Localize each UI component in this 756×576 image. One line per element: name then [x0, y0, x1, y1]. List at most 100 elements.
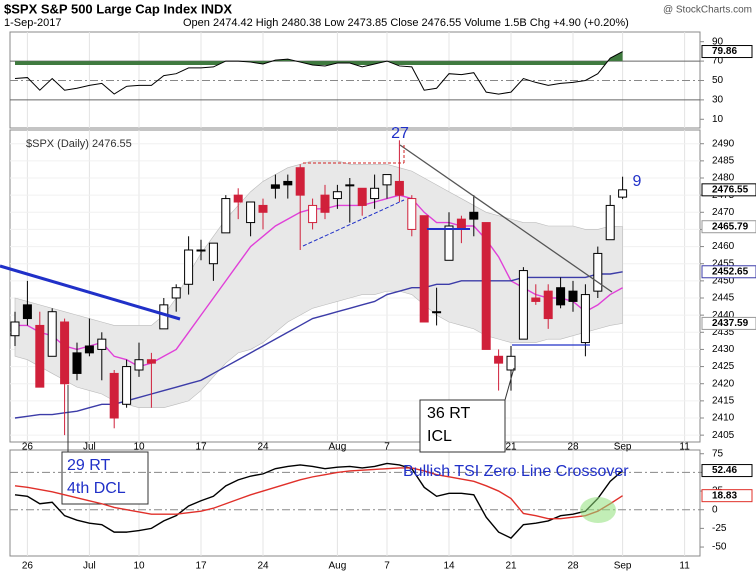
candle-body — [97, 338, 107, 350]
value-box — [701, 265, 756, 279]
candle-body — [605, 204, 615, 241]
annotation-box — [419, 399, 506, 453]
x-tick-label: 17 — [195, 442, 207, 453]
candle-body — [295, 167, 305, 196]
x-tick-label: 14 — [443, 561, 455, 572]
candle-body — [394, 180, 404, 196]
candle-body — [494, 355, 504, 364]
candle-body — [60, 321, 70, 385]
x-tick-label: Sep — [614, 561, 632, 572]
candle-body — [618, 189, 628, 198]
y-tick-label: -50 — [712, 542, 727, 553]
y-tick-label: 2415 — [712, 395, 735, 406]
candle-body — [432, 311, 442, 314]
candle-body — [184, 249, 194, 285]
candle-body — [506, 355, 516, 371]
oversold-area — [15, 52, 623, 100]
candle-body — [407, 198, 417, 230]
candle-body — [196, 249, 206, 252]
value-box — [701, 45, 753, 59]
x-tick-label: Aug — [329, 561, 347, 572]
candle-body — [22, 304, 32, 320]
value-label: 2476.55 — [712, 184, 749, 195]
x-tick-label: 11 — [679, 561, 690, 572]
line — [14, 51, 623, 95]
y-tick-label: 50 — [712, 75, 724, 86]
candle-body — [556, 287, 566, 306]
candle-body — [72, 352, 82, 374]
y-tick-label: 2410 — [712, 413, 735, 424]
y-tick-label: 2445 — [712, 293, 735, 304]
value-box — [701, 316, 756, 330]
y-tick-label: 2490 — [712, 138, 735, 149]
candle-body — [47, 311, 57, 357]
x-tick-label: 21 — [505, 442, 517, 453]
x-tick-label: 24 — [257, 442, 269, 453]
candle-body — [122, 366, 132, 405]
y-tick-label: 2405 — [712, 430, 735, 441]
source: @ StockCharts.com — [663, 5, 752, 16]
x-tick-label: 11 — [679, 442, 690, 453]
candle-body — [345, 184, 355, 187]
y-tick-label: 2470 — [712, 207, 735, 218]
x-tick-label: 24 — [257, 561, 269, 572]
band — [14, 160, 623, 409]
x-tick-label: 7 — [384, 442, 390, 453]
date: 1-Sep-2017 — [4, 17, 62, 29]
line — [14, 467, 623, 520]
x-tick-label: 7 — [384, 561, 390, 572]
y-tick-label: 30 — [712, 95, 724, 106]
y-tick-label: 10 — [712, 114, 724, 125]
y-tick-label: 2455 — [712, 258, 735, 269]
candle-body — [283, 180, 293, 186]
highlight — [580, 497, 616, 523]
y-tick-label: 2450 — [712, 275, 735, 286]
drawings — [0, 144, 616, 523]
y-tick-label: 0 — [712, 504, 718, 515]
candle-body — [134, 359, 144, 371]
candle-body — [35, 324, 45, 388]
x-tick-label: Aug — [329, 442, 347, 453]
annotation: 29 RT — [67, 457, 111, 474]
candle-body — [270, 184, 280, 189]
candle-body — [543, 290, 553, 320]
candle-body — [481, 222, 491, 350]
candle-body — [159, 304, 169, 330]
x-tick-label: Sep — [614, 442, 632, 453]
candle-body — [84, 345, 94, 354]
value-label: 2437.59 — [712, 318, 749, 329]
candle-body — [357, 187, 367, 206]
annotation: Bullish TSI Zero Line Crossover — [403, 463, 629, 480]
candle-body — [246, 201, 256, 224]
line — [14, 462, 624, 539]
trend-line — [302, 199, 405, 247]
x-tick-label: 28 — [567, 561, 579, 572]
y-tick-label: 2425 — [712, 361, 735, 372]
candle-body — [580, 294, 590, 344]
candle-body — [208, 242, 218, 265]
value-box — [701, 489, 753, 503]
candle-body — [593, 252, 603, 292]
overbought-area — [15, 51, 623, 65]
candle-body — [531, 297, 541, 302]
x-tick-label: 10 — [133, 561, 145, 572]
candle-body — [568, 290, 578, 302]
annotation: 36 RT — [427, 405, 471, 422]
candle-body — [370, 187, 380, 200]
candle-body — [320, 194, 330, 213]
y-tick-label: 90 — [712, 36, 724, 47]
x-tick-label: 26 — [22, 561, 34, 572]
value-box — [701, 464, 753, 478]
y-tick-label: 2460 — [712, 241, 735, 252]
value-label: 52.46 — [712, 465, 737, 476]
y-tick-label: 2435 — [712, 327, 735, 338]
annotation-pointer — [504, 367, 515, 401]
value-box — [701, 220, 756, 234]
value-label: 2465.79 — [712, 221, 749, 232]
x-tick-label: 10 — [133, 442, 145, 453]
value-label: 79.86 — [712, 46, 737, 57]
annotation: ICL — [427, 428, 452, 445]
y-tick-label: 2430 — [712, 344, 735, 355]
value-label: 18.83 — [712, 490, 737, 501]
